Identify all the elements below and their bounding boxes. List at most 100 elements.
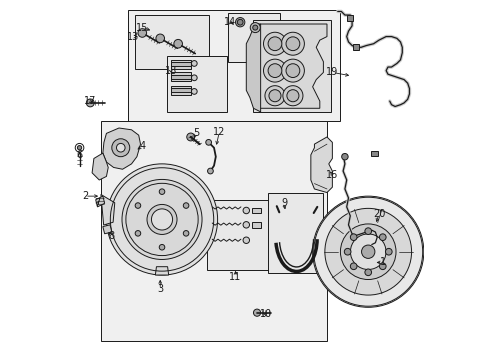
Circle shape <box>349 263 356 270</box>
Circle shape <box>364 228 371 234</box>
Polygon shape <box>101 194 115 225</box>
Circle shape <box>264 86 285 106</box>
Circle shape <box>312 196 423 307</box>
Bar <box>171 62 190 66</box>
Text: 6: 6 <box>76 150 82 160</box>
Circle shape <box>147 204 177 234</box>
Circle shape <box>253 309 260 316</box>
Circle shape <box>135 230 141 236</box>
Circle shape <box>281 59 304 82</box>
Circle shape <box>324 208 411 295</box>
Circle shape <box>138 29 146 37</box>
Bar <box>128 10 339 121</box>
Circle shape <box>77 145 81 150</box>
Circle shape <box>250 23 260 33</box>
Text: 11: 11 <box>229 272 241 282</box>
Circle shape <box>341 153 347 160</box>
Text: 16: 16 <box>325 170 338 180</box>
Text: 10: 10 <box>259 310 272 319</box>
Polygon shape <box>257 24 326 108</box>
Text: 3: 3 <box>157 284 163 294</box>
Bar <box>346 15 352 21</box>
Bar <box>370 151 377 156</box>
Circle shape <box>191 89 197 94</box>
Bar <box>167 56 226 112</box>
Text: 1: 1 <box>379 257 385 267</box>
Circle shape <box>361 245 374 258</box>
Circle shape <box>252 25 257 30</box>
Polygon shape <box>102 225 112 234</box>
Circle shape <box>267 37 281 51</box>
Circle shape <box>156 34 164 42</box>
Circle shape <box>135 203 141 208</box>
Circle shape <box>268 90 281 102</box>
Circle shape <box>379 263 386 270</box>
Text: 20: 20 <box>372 209 385 219</box>
Circle shape <box>207 168 213 174</box>
Text: 18: 18 <box>164 66 177 76</box>
Polygon shape <box>92 153 108 180</box>
Circle shape <box>281 32 304 55</box>
Bar <box>171 75 190 79</box>
Circle shape <box>122 179 202 260</box>
Circle shape <box>237 19 243 25</box>
Bar <box>171 60 190 69</box>
Text: 5: 5 <box>193 129 199 138</box>
Text: 14: 14 <box>224 17 236 27</box>
Circle shape <box>174 40 182 48</box>
Circle shape <box>385 248 391 255</box>
Circle shape <box>112 139 129 157</box>
Text: 17: 17 <box>84 96 96 106</box>
Circle shape <box>243 222 249 228</box>
Circle shape <box>191 60 197 66</box>
Bar <box>135 15 208 69</box>
Circle shape <box>186 133 194 141</box>
Circle shape <box>183 230 188 236</box>
Circle shape <box>106 164 217 275</box>
Bar <box>171 88 190 93</box>
Text: 15: 15 <box>136 23 148 33</box>
Circle shape <box>263 32 286 55</box>
Circle shape <box>86 99 94 107</box>
Circle shape <box>340 224 395 279</box>
Circle shape <box>263 59 286 82</box>
Circle shape <box>364 269 371 276</box>
Text: 8: 8 <box>108 231 115 240</box>
Circle shape <box>282 86 303 106</box>
Bar <box>206 200 269 270</box>
Circle shape <box>379 234 386 240</box>
Circle shape <box>349 234 356 240</box>
Text: 9: 9 <box>280 198 286 208</box>
Bar <box>352 44 358 50</box>
Bar <box>228 13 280 62</box>
Polygon shape <box>253 21 330 112</box>
Circle shape <box>159 244 164 250</box>
Circle shape <box>191 75 197 81</box>
Circle shape <box>235 18 244 27</box>
Circle shape <box>286 90 298 102</box>
Bar <box>267 193 323 273</box>
Circle shape <box>350 234 385 270</box>
Bar <box>101 121 326 341</box>
Text: 12: 12 <box>213 127 225 136</box>
Circle shape <box>159 189 164 194</box>
Circle shape <box>267 64 281 77</box>
Circle shape <box>243 207 249 214</box>
Circle shape <box>116 143 125 152</box>
Circle shape <box>344 248 350 255</box>
Polygon shape <box>102 128 140 169</box>
Circle shape <box>243 237 249 243</box>
Circle shape <box>285 64 299 77</box>
Text: 19: 19 <box>325 67 338 77</box>
Circle shape <box>285 37 299 51</box>
Circle shape <box>151 209 172 230</box>
Bar <box>251 222 260 228</box>
Polygon shape <box>96 196 104 207</box>
Text: 2: 2 <box>81 191 88 201</box>
Text: 7: 7 <box>94 198 101 208</box>
Text: 13: 13 <box>127 32 139 41</box>
Circle shape <box>183 203 188 208</box>
Bar <box>251 208 260 213</box>
Bar <box>171 72 190 81</box>
Bar <box>171 86 190 95</box>
